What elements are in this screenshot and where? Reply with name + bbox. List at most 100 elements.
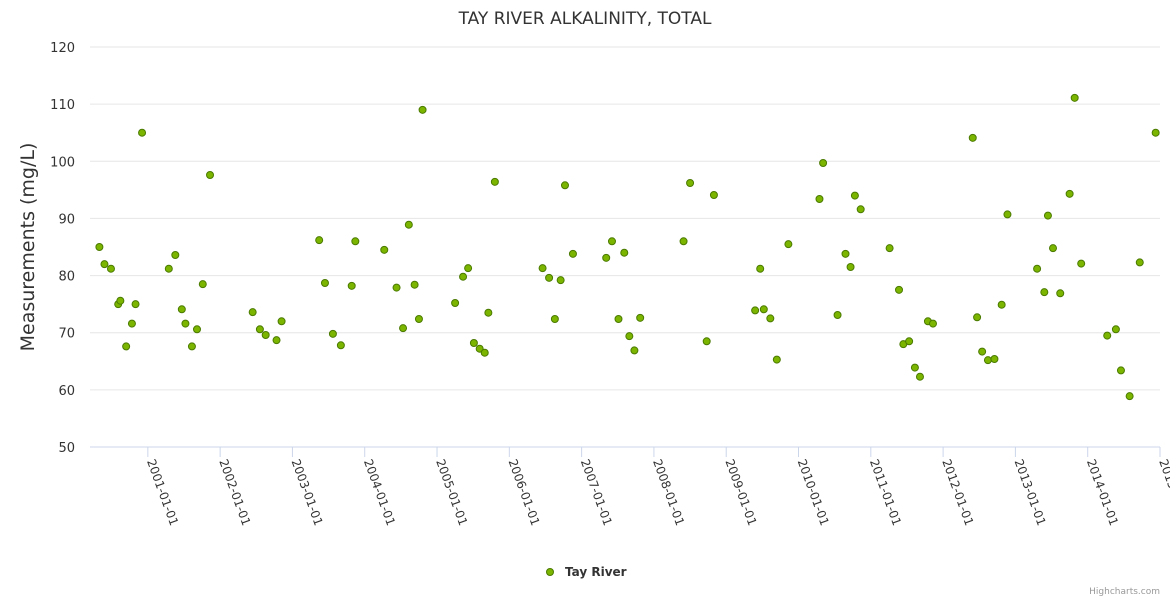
data-point-33[interactable] (414, 315, 423, 323)
data-point-99[interactable] (1125, 392, 1134, 401)
data-point-23[interactable] (320, 279, 329, 287)
data-point-32[interactable] (410, 280, 419, 289)
data-point-56[interactable] (679, 237, 688, 246)
data-point-89[interactable] (1040, 288, 1049, 297)
data-point-64[interactable] (772, 355, 781, 364)
data-point-65[interactable] (784, 240, 793, 249)
data-point-47[interactable] (560, 181, 569, 190)
data-point-91[interactable] (1049, 244, 1057, 253)
data-point-96[interactable] (1103, 331, 1112, 340)
data-point-22[interactable] (315, 236, 324, 245)
data-point-72[interactable] (856, 205, 865, 214)
data-point-50[interactable] (607, 237, 616, 246)
data-point-52[interactable] (620, 248, 629, 257)
data-point-44[interactable] (545, 273, 554, 282)
data-point-90[interactable] (1043, 211, 1052, 220)
data-point-73[interactable] (885, 244, 894, 253)
data-point-42[interactable] (490, 177, 499, 186)
data-point-97[interactable] (1111, 325, 1120, 334)
data-point-76[interactable] (905, 337, 914, 346)
data-point-43[interactable] (538, 264, 547, 273)
data-point-4[interactable] (116, 296, 125, 305)
data-point-38[interactable] (469, 339, 478, 347)
data-point-82[interactable] (973, 313, 982, 322)
data-point-6[interactable] (127, 319, 136, 328)
data-point-27[interactable] (351, 237, 360, 246)
data-point-46[interactable] (556, 276, 565, 285)
data-point-85[interactable] (990, 355, 999, 363)
data-point-49[interactable] (602, 253, 611, 262)
data-point-19[interactable] (261, 331, 270, 339)
legend-marker[interactable] (546, 568, 554, 576)
data-point-55[interactable] (636, 313, 645, 322)
data-point-40[interactable] (480, 348, 489, 357)
data-point-74[interactable] (895, 285, 904, 294)
data-point-69[interactable] (841, 249, 850, 258)
data-point-29[interactable] (392, 283, 401, 292)
data-point-36[interactable] (459, 272, 468, 281)
data-point-34[interactable] (418, 105, 427, 114)
data-point-12[interactable] (181, 319, 190, 328)
data-point-51[interactable] (614, 315, 623, 323)
data-point-0[interactable] (95, 243, 104, 251)
data-point-61[interactable] (756, 264, 765, 273)
data-point-86[interactable] (997, 300, 1006, 309)
data-point-24[interactable] (328, 329, 337, 338)
data-point-25[interactable] (336, 341, 345, 350)
data-point-7[interactable] (131, 300, 140, 309)
data-point-62[interactable] (759, 305, 768, 314)
data-point-21[interactable] (277, 317, 286, 326)
data-point-68[interactable] (833, 311, 842, 319)
data-point-15[interactable] (198, 280, 207, 289)
data-point-100[interactable] (1135, 258, 1144, 267)
data-point-63[interactable] (766, 314, 775, 323)
data-point-1[interactable] (100, 260, 109, 269)
data-point-5[interactable] (122, 342, 131, 351)
data-point-83[interactable] (978, 347, 987, 356)
data-point-18[interactable] (255, 325, 264, 334)
data-point-101[interactable] (1151, 128, 1160, 137)
data-point-26[interactable] (347, 281, 356, 290)
data-point-45[interactable] (550, 315, 559, 323)
data-point-84[interactable] (983, 356, 992, 365)
data-point-53[interactable] (625, 332, 634, 341)
data-point-10[interactable] (171, 251, 180, 259)
data-point-31[interactable] (404, 220, 413, 229)
data-point-58[interactable] (702, 337, 711, 346)
data-point-98[interactable] (1116, 366, 1125, 375)
data-point-71[interactable] (850, 191, 859, 200)
data-point-70[interactable] (846, 263, 855, 271)
data-point-16[interactable] (206, 171, 215, 179)
data-point-94[interactable] (1070, 93, 1079, 102)
data-point-2[interactable] (106, 264, 115, 273)
data-point-8[interactable] (138, 128, 147, 137)
data-point-54[interactable] (630, 346, 639, 355)
data-point-59[interactable] (709, 191, 718, 199)
data-point-80[interactable] (928, 319, 937, 328)
data-point-81[interactable] (968, 133, 977, 142)
credits-link[interactable]: Highcharts.com (1089, 587, 1160, 597)
data-point-87[interactable] (1003, 210, 1012, 219)
data-point-28[interactable] (380, 245, 389, 254)
data-point-95[interactable] (1077, 259, 1086, 268)
series-tay-river[interactable] (95, 93, 1160, 401)
data-point-35[interactable] (451, 299, 460, 307)
data-point-57[interactable] (686, 179, 695, 187)
data-point-30[interactable] (399, 324, 408, 333)
data-point-48[interactable] (568, 249, 577, 258)
data-point-88[interactable] (1033, 264, 1042, 273)
data-point-41[interactable] (484, 308, 493, 317)
data-point-66[interactable] (815, 195, 824, 203)
data-point-67[interactable] (819, 159, 828, 167)
legend[interactable]: Tay River (546, 565, 627, 579)
data-point-77[interactable] (910, 363, 919, 372)
data-point-11[interactable] (177, 305, 186, 314)
data-point-92[interactable] (1056, 289, 1065, 298)
data-point-37[interactable] (464, 264, 473, 273)
legend-label-tay-river[interactable]: Tay River (565, 565, 627, 579)
data-point-14[interactable] (193, 325, 201, 334)
data-point-93[interactable] (1065, 189, 1074, 198)
data-point-39[interactable] (475, 344, 484, 353)
data-point-60[interactable] (751, 306, 760, 315)
data-point-9[interactable] (164, 264, 173, 273)
